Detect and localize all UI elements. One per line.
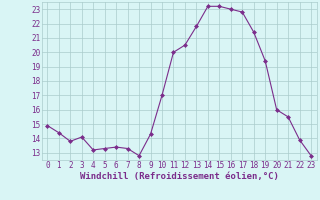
X-axis label: Windchill (Refroidissement éolien,°C): Windchill (Refroidissement éolien,°C): [80, 172, 279, 181]
